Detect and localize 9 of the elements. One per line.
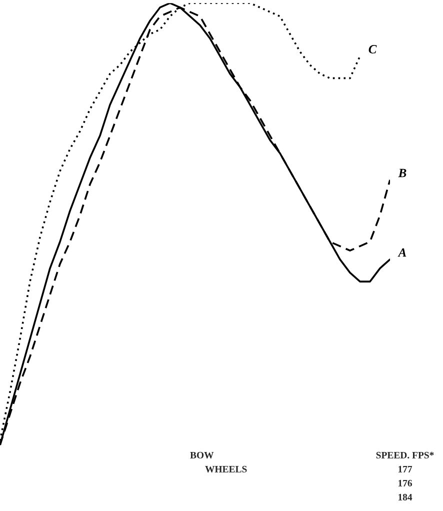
text: SPEED. FPS*	[376, 452, 434, 458]
text: 176	[398, 480, 412, 486]
series-label: B	[398, 168, 406, 178]
text: 184	[398, 494, 412, 500]
text: 177	[398, 466, 412, 472]
series-label: A	[398, 248, 406, 257]
series-label: C	[368, 45, 377, 54]
text: BOW	[190, 452, 214, 458]
text: WHEELS	[205, 466, 247, 472]
